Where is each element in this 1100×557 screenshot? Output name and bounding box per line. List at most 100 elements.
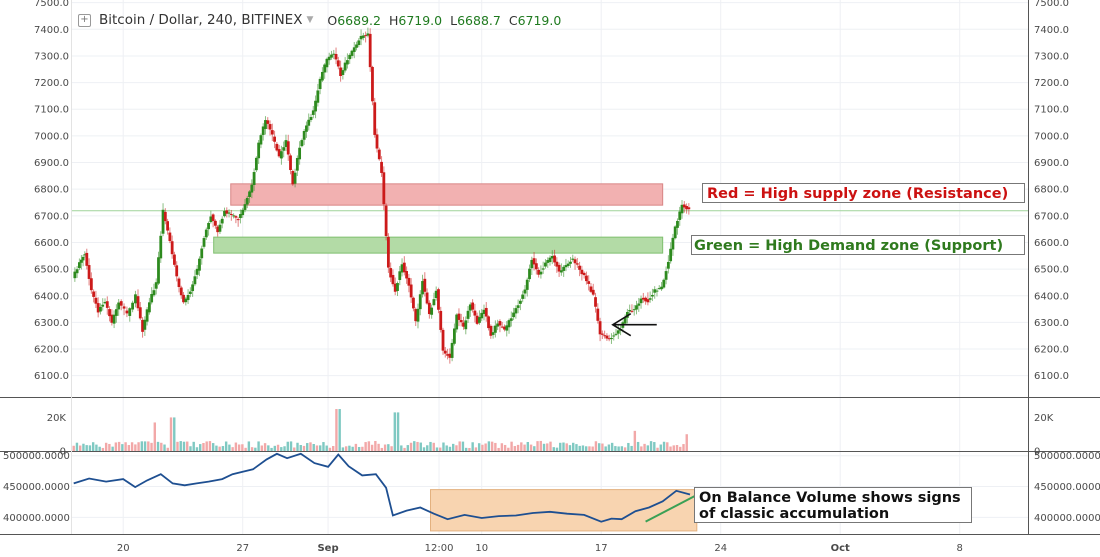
volume-bar — [351, 446, 354, 451]
candle-body — [286, 141, 290, 155]
candle-body — [596, 308, 600, 321]
volume-bar — [82, 443, 85, 451]
low-label: L — [450, 12, 458, 28]
candle-body — [575, 263, 579, 265]
candle-body — [166, 221, 169, 231]
volume-bar — [429, 441, 432, 451]
volume-bar — [503, 444, 507, 451]
candle-body — [646, 299, 650, 303]
candle-body — [441, 329, 445, 351]
candle-body — [200, 248, 204, 259]
supply-zone — [230, 183, 664, 206]
candle-body — [307, 119, 311, 126]
volume-bar — [549, 441, 552, 451]
volume-bar — [211, 443, 215, 451]
candle-body — [648, 298, 652, 300]
candle-body — [179, 287, 183, 296]
volume-bar — [315, 445, 319, 451]
x-tick-label: 8 — [957, 543, 963, 554]
volume-bar — [620, 446, 624, 451]
volume-bar — [344, 446, 348, 451]
obv-layer — [73, 452, 708, 532]
volume-bar — [85, 445, 88, 451]
demand-zone-note: Green = High Demand zone (Support) — [691, 235, 1025, 255]
price-tick-right: 6700.0 — [1034, 211, 1069, 222]
volume-tick-right: 0 — [1034, 447, 1040, 458]
candle-body — [628, 310, 632, 312]
volume-bar — [108, 443, 111, 451]
volume-bar — [143, 441, 147, 451]
candle-body — [154, 282, 158, 289]
volume-bar — [296, 442, 299, 451]
price-tick-right: 7200.0 — [1034, 78, 1069, 89]
volume-bar — [75, 442, 79, 451]
volume-tick-left: 20K — [47, 413, 67, 424]
candle-body — [92, 291, 96, 297]
candle-body — [514, 308, 518, 314]
volume-bar — [494, 442, 497, 451]
volume-bar — [617, 446, 620, 451]
chevron-down-icon[interactable]: ▼ — [306, 15, 314, 25]
volume-bar — [529, 444, 533, 451]
candle-body — [416, 308, 420, 322]
price-tick-right: 7100.0 — [1034, 105, 1069, 116]
price-tick-left: 6200.0 — [34, 345, 69, 356]
volume-bar — [432, 442, 435, 451]
volume-bar — [400, 445, 403, 451]
candle-body — [682, 204, 686, 208]
volume-bar — [276, 444, 280, 451]
candle-body — [459, 320, 463, 323]
volume-bar — [481, 444, 484, 451]
volume-bar — [283, 446, 286, 451]
candle-body — [188, 291, 192, 295]
candle-body — [234, 216, 238, 218]
volume-bar — [474, 447, 478, 451]
close-value: 6719.0 — [517, 12, 562, 28]
candle-body — [457, 313, 461, 320]
candle-body — [346, 60, 349, 65]
candle-body — [546, 260, 550, 263]
volume-bar — [578, 445, 581, 451]
candle-body — [77, 262, 81, 269]
price-tick-right: 7400.0 — [1034, 25, 1069, 36]
volume-bar — [231, 447, 234, 451]
expand-icon[interactable]: + — [78, 13, 91, 27]
volume-bar — [237, 444, 241, 451]
candle-body — [539, 271, 543, 275]
volume-bar — [442, 442, 445, 451]
volume-bar — [464, 447, 468, 451]
volume-bar — [649, 441, 653, 451]
volume-bar — [458, 441, 461, 451]
candle-body — [641, 297, 645, 300]
volume-bar — [114, 442, 118, 451]
obv-tick-left: 400000.0000 — [3, 513, 70, 524]
candle-body — [339, 67, 342, 76]
volume-bar — [643, 443, 646, 451]
candle-body — [412, 297, 415, 309]
candle-body — [498, 321, 502, 326]
candle-body — [582, 272, 586, 276]
chart-header: + Bitcoin / Dollar, 240, BITFINEX ▼ O 668… — [78, 10, 569, 30]
candle-body — [637, 303, 641, 306]
volume-bar — [500, 443, 504, 451]
candle-body — [366, 33, 370, 36]
candle-body — [101, 304, 105, 307]
candle-body — [532, 258, 536, 265]
candle-body — [418, 294, 422, 310]
candle-body — [161, 209, 165, 234]
price-tick-right: 6100.0 — [1034, 371, 1069, 382]
volume-bar — [484, 443, 487, 451]
symbol-title[interactable]: Bitcoin / Dollar, 240, BITFINEX — [99, 12, 303, 28]
volume-bar — [510, 441, 513, 451]
candle-body — [105, 301, 109, 308]
candle-body — [509, 318, 513, 321]
candle-body — [678, 211, 682, 220]
candle-body — [566, 263, 570, 266]
candle-body — [245, 197, 249, 205]
volume-bar — [516, 444, 520, 451]
volume-bar — [147, 441, 150, 451]
volume-bar — [130, 442, 134, 451]
candle-body — [534, 263, 538, 270]
candle-body — [207, 222, 210, 230]
